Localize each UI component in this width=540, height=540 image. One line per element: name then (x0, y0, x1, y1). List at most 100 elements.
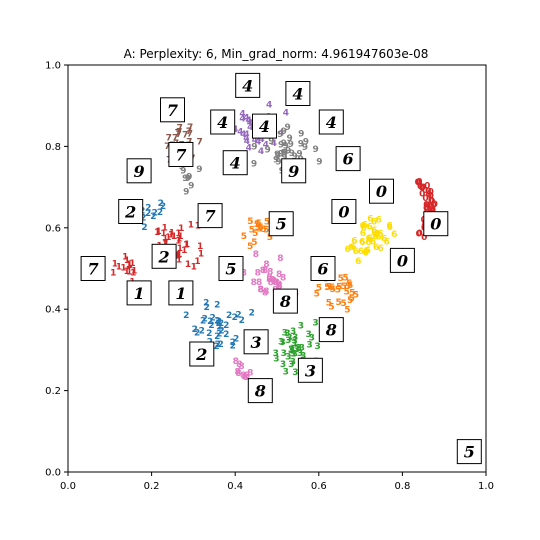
scatter-point: 2 (141, 223, 147, 233)
scatter-point: 1 (124, 256, 130, 266)
scatter-point: 1 (176, 235, 182, 245)
digit-thumbnail: 2 (151, 243, 177, 269)
digit-thumbnail: 4 (285, 81, 311, 106)
thumbnail-digit: 9 (288, 162, 299, 181)
thumbnail-frame (222, 150, 248, 176)
scatter-point: 3 (280, 360, 286, 370)
thumbnail-frame (160, 97, 185, 123)
thumbnail-frame (247, 378, 273, 404)
scatter-point: 1 (124, 267, 130, 277)
scatter-point: 5 (260, 225, 266, 235)
thumbnail-digit: 0 (430, 215, 441, 234)
scatter-point: 7 (196, 138, 202, 148)
thumbnail-frame (210, 109, 236, 135)
scatter-point: 9 (286, 134, 292, 144)
scatter-point: 8 (234, 368, 240, 378)
digit-thumbnail: 5 (268, 211, 294, 237)
thumbnail-digit: 7 (167, 101, 178, 120)
thumbnail-frame (318, 109, 344, 135)
thumbnail-frame (80, 256, 106, 281)
scatter-point: 8 (271, 277, 277, 287)
scatter-point: 3 (281, 349, 287, 359)
scatter-point: 4 (246, 143, 252, 153)
scatter-point: 3 (284, 329, 290, 339)
scatter-point: 2 (200, 317, 206, 327)
scatter-point: 1 (126, 261, 132, 271)
scatter-point: 6 (348, 243, 354, 253)
scatter-point: 9 (282, 141, 288, 151)
scatter-point: 4 (247, 123, 253, 133)
scatter-point: 9 (298, 140, 304, 150)
scatter-point: 9 (296, 150, 302, 160)
scatter-point: 9 (303, 138, 309, 148)
scatter-point: 8 (276, 280, 282, 290)
scatter-point: 2 (192, 325, 198, 335)
scatter-point: 2 (183, 311, 189, 321)
scatter-point: 6 (361, 223, 367, 233)
scatter-point: 1 (183, 240, 189, 250)
thumbnail-frame (189, 341, 215, 367)
scatter-point: 4 (243, 134, 249, 144)
scatter-point: 7 (166, 134, 172, 144)
scatter-point: 8 (258, 286, 264, 296)
scatter-point: 0 (419, 183, 425, 193)
scatter-point: 8 (243, 373, 249, 383)
scatter-point: 3 (285, 336, 291, 346)
thumbnail-frame (168, 142, 194, 167)
scatter-point: 0 (424, 182, 430, 192)
scatter-point: 5 (249, 226, 255, 236)
digit-thumbnail: 4 (318, 109, 344, 135)
digit-thumbnail: 3 (243, 329, 269, 355)
scatter-point: 8 (272, 278, 278, 288)
thumbnail-digit: 5 (225, 260, 236, 279)
thumbnail-digit: 4 (292, 85, 303, 104)
scatter-point: 6 (374, 231, 380, 241)
scatter-point: 8 (253, 250, 259, 260)
scatter-point: 7 (182, 131, 188, 141)
scatter-point: 8 (263, 287, 269, 297)
scatter-point: 2 (216, 317, 222, 327)
scatter-point: 8 (257, 285, 263, 295)
thumbnail-frame (168, 280, 194, 306)
scatter-point: 5 (336, 283, 342, 293)
digit-thumbnail: 0 (331, 199, 357, 224)
digit-thumbnail: 0 (423, 211, 449, 237)
scatter-point: 5 (247, 242, 253, 252)
scatter-point: 0 (426, 191, 432, 201)
scatter-point: 5 (255, 223, 261, 233)
points-layer: 0000000000000000000000000000000000000000… (110, 101, 438, 384)
scatter-point: 2 (223, 321, 229, 331)
scatter-point: 0 (432, 200, 438, 210)
scatter-point: 4 (239, 109, 245, 119)
scatter-point: 5 (267, 233, 273, 243)
scatter-point: 1 (178, 224, 184, 234)
scatter-point: 3 (288, 345, 294, 355)
scatter-point: 3 (299, 344, 305, 354)
scatter-point: 5 (326, 283, 332, 293)
thumbnail-frame (318, 317, 344, 343)
scatter-point: 3 (292, 333, 298, 343)
thumbnail-digit: 4 (259, 117, 270, 136)
scatter-point: 9 (183, 188, 189, 198)
scatter-point: 5 (340, 282, 346, 292)
scatter-point: 5 (345, 282, 351, 292)
scatter-point: 6 (371, 217, 377, 227)
scatter-point: 2 (216, 322, 222, 332)
scatter-point: 1 (175, 229, 181, 239)
thumbnail-digit: 7 (88, 260, 99, 279)
scatter-point: 9 (312, 145, 318, 155)
scatter-point: 9 (186, 172, 192, 182)
scatter-point: 0 (416, 178, 422, 188)
scatter-point: 3 (309, 334, 315, 344)
scatter-point: 4 (263, 140, 269, 150)
scatter-point: 1 (174, 251, 180, 261)
thumbnail-frame (423, 211, 449, 237)
scatter-point: 8 (256, 278, 262, 288)
scatter-point: 3 (306, 341, 312, 351)
digit-thumbnail: 1 (126, 280, 152, 306)
scatter-point: 1 (176, 250, 182, 260)
scatter-point: 6 (373, 233, 379, 243)
scatter-point: 9 (284, 123, 290, 133)
scatter-point: 2 (218, 319, 224, 329)
scatter-point: 6 (375, 216, 381, 226)
